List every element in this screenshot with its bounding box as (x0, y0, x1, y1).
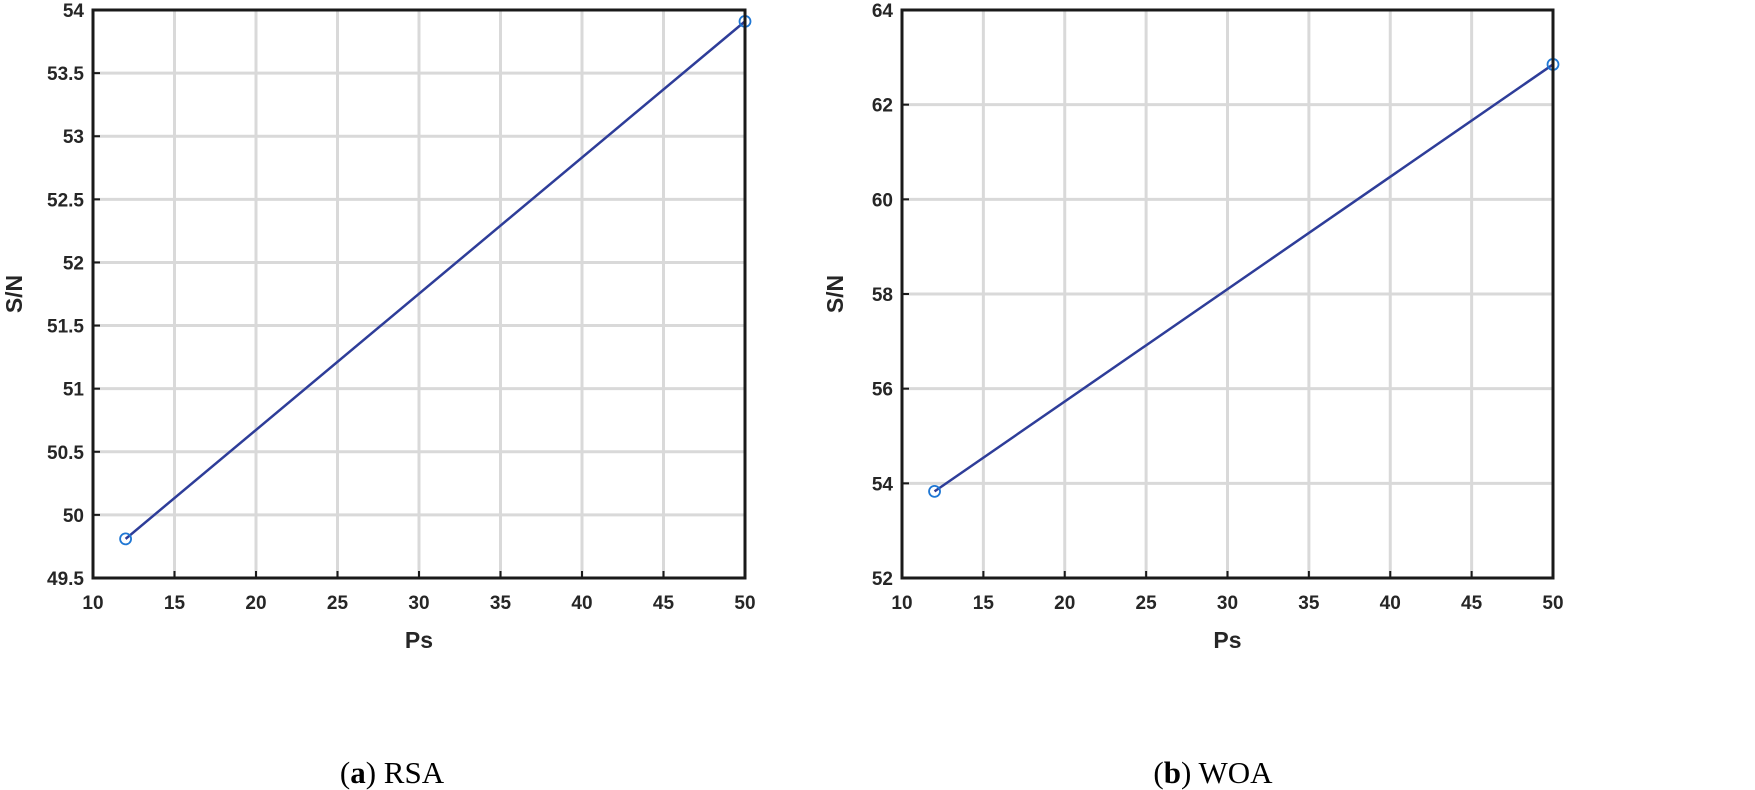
plot-area (928, 58, 1560, 498)
y-tick-label: 52 (872, 569, 893, 590)
y-tick-label: 53.5 (47, 64, 84, 85)
y-axis-label: S/N (822, 275, 848, 313)
tick-labels: 10 15 20 25 30 35 40 45 50 49.5 50 50.5 51 51.5 52 52.5… (47, 1, 756, 614)
x-tick-label: 25 (1136, 593, 1158, 614)
caption-name: WOA (1199, 755, 1274, 790)
series-line (933, 63, 1554, 493)
y-tick-label: 50 (63, 506, 84, 527)
y-tick-label: 56 (872, 380, 893, 401)
grid-lines (900, 8, 1555, 580)
x-tick-label: 45 (653, 593, 675, 614)
y-tick-label: 64 (872, 1, 894, 22)
tick-labels: 10 15 20 25 30 35 40 45 50 52 54 56 58 60 62 64 (872, 1, 1564, 614)
x-tick-label: 40 (571, 593, 592, 614)
x-axis-label: Ps (1213, 627, 1241, 653)
panel-caption: (a) RSA (340, 755, 445, 790)
x-tick-label: 35 (1298, 593, 1320, 614)
y-tick-label: 60 (872, 190, 893, 211)
x-axis-label: Ps (405, 627, 433, 653)
panel-caption: (b) WOA (1153, 755, 1273, 790)
x-tick-label: 25 (327, 593, 349, 614)
x-tick-label: 40 (1380, 593, 1401, 614)
y-tick-label: 54 (63, 1, 85, 22)
y-tick-label: 50.5 (47, 443, 84, 464)
plot-area (119, 14, 752, 546)
caption-name: RSA (384, 755, 445, 790)
y-tick-label: 53 (63, 127, 84, 148)
x-tick-label: 50 (734, 593, 755, 614)
data-point-marker (928, 484, 941, 498)
series-line (124, 20, 746, 540)
x-tick-label: 15 (973, 593, 995, 614)
x-tick-label: 10 (82, 593, 103, 614)
x-tick-label: 30 (1217, 593, 1238, 614)
x-tick-label: 10 (891, 593, 912, 614)
caption-letter: a (350, 755, 366, 790)
x-tick-label: 20 (245, 593, 266, 614)
y-tick-label: 51 (63, 380, 85, 401)
x-tick-label: 30 (408, 593, 429, 614)
x-tick-label: 50 (1542, 593, 1563, 614)
x-tick-label: 45 (1461, 593, 1483, 614)
caption-letter: b (1164, 755, 1181, 790)
y-tick-label: 52 (63, 253, 84, 274)
y-tick-label: 54 (872, 474, 894, 495)
y-tick-label: 49.5 (47, 569, 84, 590)
y-tick-label: 52.5 (47, 190, 84, 211)
y-axis-label: S/N (1, 275, 27, 313)
grid-lines (91, 8, 747, 580)
x-tick-label: 20 (1054, 593, 1075, 614)
y-tick-label: 58 (872, 285, 893, 306)
x-tick-label: 35 (490, 593, 512, 614)
y-tick-label: 62 (872, 96, 893, 117)
x-tick-label: 15 (164, 593, 186, 614)
data-point-marker (119, 532, 132, 546)
chart-panel-rsa: 10 15 20 25 30 35 40 45 50 49.5 50 50.5 51 51.5 52 52.5… (1, 1, 756, 790)
y-tick-label: 51.5 (47, 317, 84, 338)
